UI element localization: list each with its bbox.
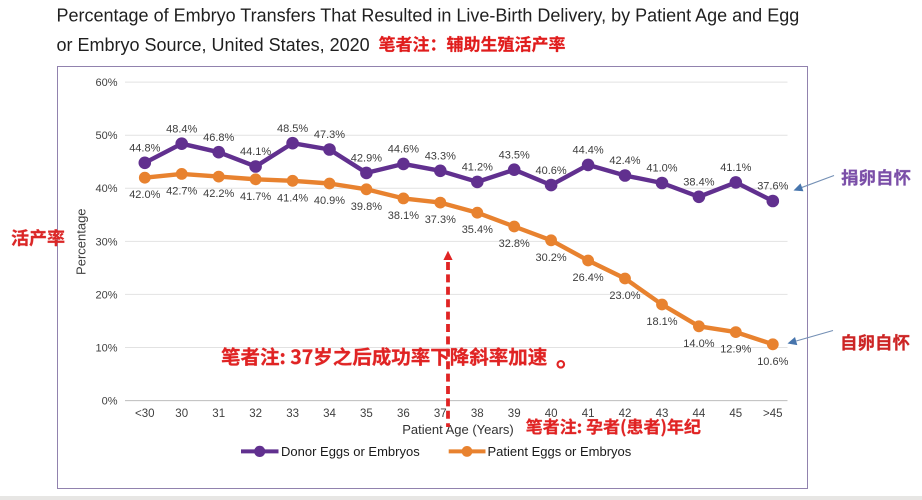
svg-text:18.1%: 18.1% xyxy=(646,316,677,328)
svg-text:37.6%: 37.6% xyxy=(757,181,788,193)
svg-text:31: 31 xyxy=(212,408,225,420)
svg-text:42.9%: 42.9% xyxy=(351,153,382,165)
svg-text:37: 37 xyxy=(434,408,447,420)
svg-text:41: 41 xyxy=(582,408,595,420)
svg-text:Patient Age (Years): Patient Age (Years) xyxy=(402,422,514,437)
svg-text:23.0%: 23.0% xyxy=(609,290,640,302)
svg-text:43: 43 xyxy=(656,408,669,420)
svg-text:60%: 60% xyxy=(95,77,117,89)
svg-text:Percentage of Embryo Transfers: Percentage of Embryo Transfers That Resu… xyxy=(57,6,800,26)
svg-text:<30: <30 xyxy=(135,408,155,420)
svg-text:40.6%: 40.6% xyxy=(535,165,566,177)
svg-text:42.0%: 42.0% xyxy=(129,189,160,201)
svg-text:42: 42 xyxy=(619,408,632,420)
svg-text:34: 34 xyxy=(323,408,336,420)
svg-text:35.4%: 35.4% xyxy=(462,224,493,236)
svg-text:38.4%: 38.4% xyxy=(683,177,714,189)
svg-text:39.8%: 39.8% xyxy=(351,201,382,213)
svg-text:10%: 10% xyxy=(95,342,117,354)
svg-text:40.9%: 40.9% xyxy=(314,195,345,207)
svg-text:0%: 0% xyxy=(102,396,118,408)
svg-text:44: 44 xyxy=(693,408,706,420)
svg-text:38: 38 xyxy=(471,408,484,420)
svg-text:30%: 30% xyxy=(95,236,117,248)
svg-text:44.4%: 44.4% xyxy=(572,145,603,157)
svg-text:44.8%: 44.8% xyxy=(129,143,160,155)
svg-text:Patient Eggs or Embryos: Patient Eggs or Embryos xyxy=(488,444,632,459)
svg-text:26.4%: 26.4% xyxy=(572,272,603,284)
svg-text:50%: 50% xyxy=(95,130,117,142)
svg-text:48.5%: 48.5% xyxy=(277,123,308,135)
svg-text:37.3%: 37.3% xyxy=(425,214,456,226)
svg-text:Donor Eggs or Embryos: Donor Eggs or Embryos xyxy=(281,444,420,459)
svg-text:48.4%: 48.4% xyxy=(166,123,197,135)
svg-text:41.0%: 41.0% xyxy=(646,163,677,175)
svg-text:43.5%: 43.5% xyxy=(499,149,530,161)
svg-text:Percentage: Percentage xyxy=(74,208,89,275)
svg-text:14.0%: 14.0% xyxy=(683,338,714,350)
svg-text:38.1%: 38.1% xyxy=(388,210,419,222)
svg-text:36: 36 xyxy=(397,408,410,420)
svg-text:or Embryo Source, United State: or Embryo Source, United States, 2020 xyxy=(57,35,370,55)
svg-text:42.4%: 42.4% xyxy=(609,155,640,167)
svg-text:42.2%: 42.2% xyxy=(203,188,234,200)
svg-text:47.3%: 47.3% xyxy=(314,129,345,141)
svg-text:41.2%: 41.2% xyxy=(462,162,493,174)
svg-text:41.1%: 41.1% xyxy=(720,162,751,174)
svg-text:>45: >45 xyxy=(763,408,783,420)
svg-text:44.1%: 44.1% xyxy=(240,146,271,158)
svg-text:46.8%: 46.8% xyxy=(203,132,234,144)
svg-text:39: 39 xyxy=(508,408,521,420)
svg-text:43.3%: 43.3% xyxy=(425,151,456,163)
svg-text:30.2%: 30.2% xyxy=(535,252,566,264)
svg-text:40: 40 xyxy=(545,408,558,420)
svg-text:41.4%: 41.4% xyxy=(277,192,308,204)
svg-text:32.8%: 32.8% xyxy=(499,238,530,250)
svg-text:20%: 20% xyxy=(95,289,117,301)
svg-text:42.7%: 42.7% xyxy=(166,185,197,197)
svg-text:30: 30 xyxy=(175,408,188,420)
svg-text:45: 45 xyxy=(729,408,742,420)
svg-text:32: 32 xyxy=(249,408,262,420)
svg-text:10.6%: 10.6% xyxy=(757,356,788,368)
svg-text:12.9%: 12.9% xyxy=(720,344,751,356)
svg-text:41.7%: 41.7% xyxy=(240,191,271,203)
svg-text:35: 35 xyxy=(360,408,373,420)
svg-text:40%: 40% xyxy=(95,183,117,195)
svg-text:44.6%: 44.6% xyxy=(388,144,419,156)
svg-text:33: 33 xyxy=(286,408,299,420)
